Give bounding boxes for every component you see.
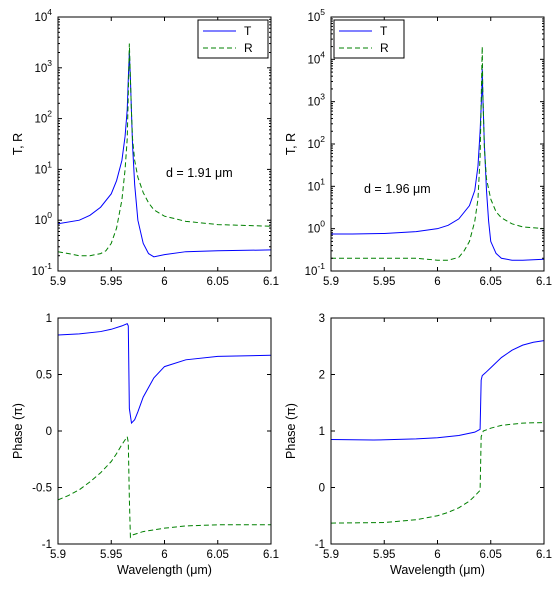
y-tick-label: 103: [34, 58, 52, 75]
y-axis-label: Phase (π): [284, 403, 298, 459]
y-axis-label: Phase (π): [11, 403, 25, 459]
y-axis-label: T, R: [284, 133, 298, 155]
y-tick-label: -0.5: [32, 483, 52, 495]
y-tick-label: 101: [307, 176, 325, 193]
y-tick-label: 100: [34, 210, 52, 227]
y-tick-exponent: 3: [320, 92, 325, 102]
x-tick-label: 5.95: [373, 276, 395, 288]
series-line-R: [331, 46, 544, 261]
y-tick-label: 0.5: [36, 370, 52, 382]
series-line-T: [331, 68, 544, 261]
y-tick-exponent: 1: [47, 159, 52, 169]
series-line-R: [58, 435, 271, 539]
annotation-text: d = 1.96 μm: [364, 182, 431, 196]
y-tick-label: 104: [34, 7, 52, 24]
y-tick-exponent: 0: [47, 210, 52, 220]
x-tick-label: 6: [434, 276, 440, 288]
x-axis-label: Wavelength (μm): [390, 563, 485, 577]
legend-box: [197, 19, 269, 59]
x-tick-label: 5.95: [100, 276, 122, 288]
series-line-R: [331, 422, 544, 524]
panel-top-right: 5.9 5.95 6 6.05 6.1 1 0 -1 100 101 102 103 104 105 T, …: [284, 7, 552, 288]
x-tick-label: 6.1: [536, 276, 552, 288]
x-tick-label: 5.9: [323, 549, 339, 561]
x-tick-label: 5.9: [50, 549, 66, 561]
plot-area: [58, 318, 271, 544]
x-tick-label: 6.05: [207, 549, 229, 561]
y-tick-label: 2: [319, 370, 325, 382]
y-tick-label: 100: [307, 219, 325, 236]
y-tick-exponent: 2: [320, 134, 325, 144]
x-tick-label: 6.05: [207, 276, 229, 288]
legend-label: R: [380, 41, 389, 55]
x-tick-label: 6: [434, 549, 440, 561]
x-tick-label: 6.1: [263, 276, 279, 288]
series-line-T: [331, 340, 544, 441]
legend-label: T: [380, 24, 388, 38]
series-line-R: [58, 43, 271, 257]
y-tick-label: 1: [46, 313, 52, 325]
legend-label: T: [244, 24, 252, 38]
y-tick-label: 1: [319, 426, 325, 438]
x-tick-label: 5.95: [373, 549, 395, 561]
series-line-T: [58, 52, 271, 258]
y-tick-exponent: 1: [320, 176, 325, 186]
y-tick-exponent: -1: [317, 261, 325, 271]
y-tick-label: 3: [319, 313, 325, 325]
y-tick-label: -1: [42, 539, 52, 551]
x-tick-label: 5.9: [323, 276, 339, 288]
y-tick-label: 104: [307, 49, 325, 66]
y-tick-exponent: 4: [320, 49, 325, 59]
y-tick-label: 102: [307, 134, 325, 151]
y-tick-exponent: 5: [320, 7, 325, 17]
plot-area: [331, 318, 544, 544]
panel-bottom-left: 5.9 5.95 6 6.05 6.1 -1 -0.5 0 0.5 1 Phase (π) Wavel…: [11, 313, 279, 577]
panel-bottom-right: 5.9 5.95 6 6.05 6.1 -1 0 1 2 3 Phase (π) Wavelength…: [284, 313, 552, 577]
legend: TR: [333, 19, 405, 59]
y-tick-label: 103: [307, 92, 325, 109]
y-tick-label: 105: [307, 7, 325, 24]
x-tick-label: 6.1: [536, 549, 552, 561]
x-tick-label: 6.05: [480, 549, 502, 561]
y-tick-exponent: 4: [47, 7, 52, 17]
plot-area: [58, 17, 271, 271]
series-line-T: [58, 323, 271, 425]
legend-label: R: [244, 41, 253, 55]
panel-top-left: 5.9 5.95 6 6.05 6.1 1 0 -1 100 101 102 103 104 T, R d …: [11, 7, 279, 288]
y-axis-label: T, R: [11, 133, 25, 155]
y-tick-exponent: 3: [47, 58, 52, 68]
x-tick-label: 6.05: [480, 276, 502, 288]
legend-box: [333, 19, 405, 59]
y-tick-label: 0: [46, 426, 52, 438]
x-tick-label: 6: [161, 276, 167, 288]
x-tick-label: 5.95: [100, 549, 122, 561]
x-tick-label: 6: [161, 549, 167, 561]
legend: TR: [197, 19, 269, 59]
annotation-text: d = 1.91 μm: [166, 166, 233, 180]
x-axis-label: Wavelength (μm): [117, 563, 212, 577]
x-tick-label: 5.9: [50, 276, 66, 288]
y-tick-exponent: 2: [47, 109, 52, 119]
y-tick-label: 101: [34, 159, 52, 176]
y-tick-label: 0: [319, 483, 325, 495]
x-tick-label: 6.1: [263, 549, 279, 561]
y-tick-label: 102: [34, 109, 52, 126]
y-tick-exponent: 0: [320, 219, 325, 229]
y-tick-exponent: -1: [44, 261, 52, 271]
y-tick-label: -1: [315, 539, 325, 551]
